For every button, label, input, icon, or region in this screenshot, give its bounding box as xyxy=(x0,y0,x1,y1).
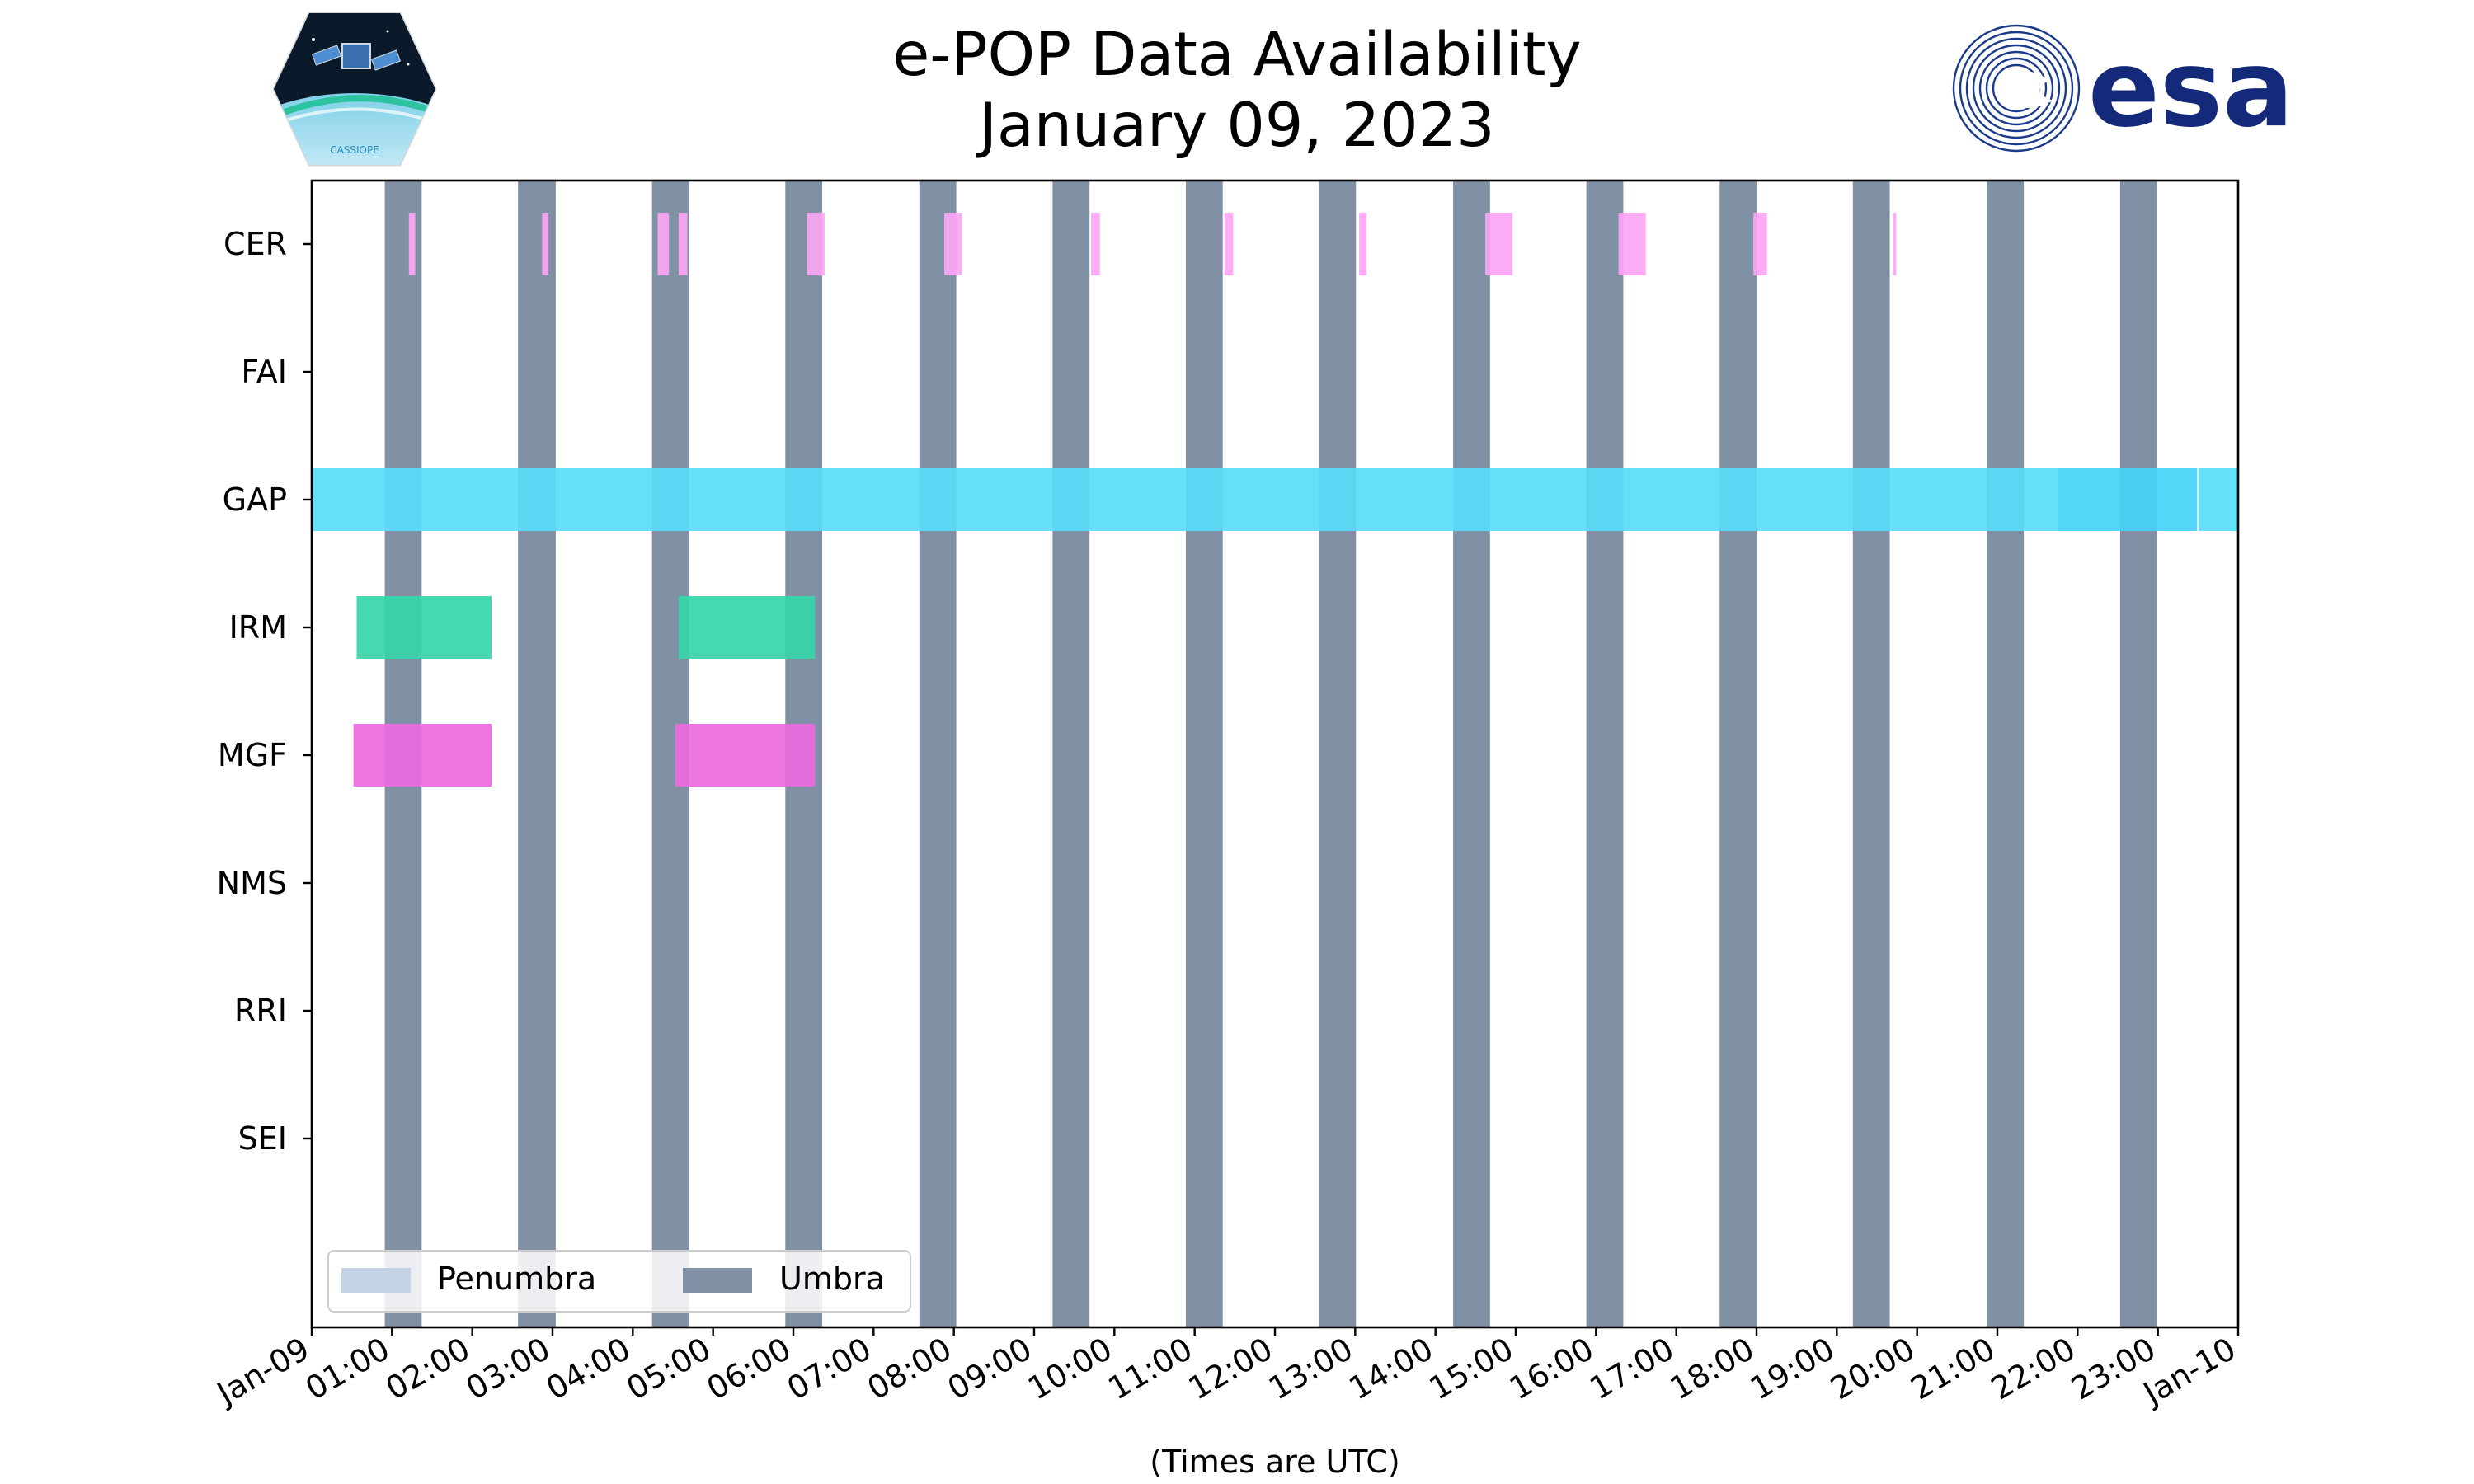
availability-bar-gap xyxy=(2058,468,2198,531)
availability-bar-irm xyxy=(678,596,816,659)
x-tick-label: 01:00 xyxy=(299,1331,396,1407)
umbra-bands xyxy=(384,181,2157,1327)
x-tick-label: 05:00 xyxy=(620,1331,717,1407)
availability-bar-cer xyxy=(1485,213,1513,275)
availability-bar-cer xyxy=(1359,213,1366,275)
x-tick-label: 19:00 xyxy=(1744,1331,1841,1407)
x-tick-label: 06:00 xyxy=(701,1331,797,1407)
umbra-band xyxy=(1852,181,1890,1327)
availability-bar-mgf xyxy=(675,724,816,787)
x-tick-label: 17:00 xyxy=(1583,1331,1680,1407)
availability-bar-cer xyxy=(1618,213,1646,275)
legend-box xyxy=(327,1250,911,1313)
availability-bar-cer xyxy=(408,213,416,275)
instrument-series xyxy=(312,213,2238,787)
y-axis: CER FAI GAP IRM MGF NMS RRI SEI xyxy=(217,226,312,1157)
x-tick-label: 08:00 xyxy=(861,1331,957,1407)
availability-bar-cer xyxy=(1893,213,1897,275)
x-tick-label: 22:00 xyxy=(1985,1331,2081,1407)
esa-logo: esa xyxy=(1952,24,2293,153)
x-axis-label: (Times are UTC) xyxy=(1150,1444,1399,1480)
x-axis: Jan-0901:0002:0003:0004:0005:0006:0007:0… xyxy=(209,1327,2242,1412)
umbra-band xyxy=(1719,181,1757,1327)
x-tick-label: 20:00 xyxy=(1824,1331,1921,1407)
chart-title-line-1: e-POP Data Availability xyxy=(892,20,1582,90)
availability-bar-cer xyxy=(1091,213,1100,275)
x-tick-label: 14:00 xyxy=(1343,1331,1439,1407)
x-tick-label: 15:00 xyxy=(1423,1331,1520,1407)
y-tick-label: SEI xyxy=(238,1120,287,1157)
legend-swatch-umbra xyxy=(683,1268,752,1293)
chart-header: e-POP Data Availability January 09, 2023 xyxy=(0,0,2474,173)
availability-bar-gap xyxy=(2199,468,2238,531)
availability-bar-cer xyxy=(657,213,670,275)
x-tick-label: Jan-09 xyxy=(209,1331,315,1412)
availability-bar-cer xyxy=(1753,213,1767,275)
x-tick-label: 07:00 xyxy=(781,1331,877,1407)
umbra-band xyxy=(1185,181,1223,1327)
availability-bar-cer xyxy=(1224,213,1234,275)
availability-bar-cer xyxy=(678,213,688,275)
availability-bar-cer xyxy=(542,213,549,275)
plot-frame xyxy=(310,179,2240,1329)
umbra-band xyxy=(518,181,556,1327)
umbra-band xyxy=(1586,181,1624,1327)
umbra-band xyxy=(2119,181,2157,1327)
y-tick-label: MGF xyxy=(218,737,287,773)
availability-bar-cer xyxy=(943,213,962,275)
y-tick-label: GAP xyxy=(223,481,287,518)
legend-label-penumbra: Penumbra xyxy=(437,1261,596,1297)
satellite-icon xyxy=(311,43,402,71)
x-tick-label: 21:00 xyxy=(1905,1331,2001,1407)
umbra-band xyxy=(1052,181,1090,1327)
umbra-band xyxy=(919,181,957,1327)
chart-title: e-POP Data Availability January 09, 2023 xyxy=(0,20,2474,162)
y-tick-label: CER xyxy=(223,226,287,262)
x-tick-label: 12:00 xyxy=(1183,1331,1279,1407)
x-tick-label: 03:00 xyxy=(460,1331,557,1407)
y-tick-label: RRI xyxy=(234,993,287,1029)
x-tick-label: 18:00 xyxy=(1664,1331,1761,1407)
x-tick-label: 13:00 xyxy=(1263,1331,1359,1407)
umbra-band xyxy=(1319,181,1357,1327)
availability-bar-gap xyxy=(312,468,2058,531)
y-tick-label: NMS xyxy=(217,865,287,901)
availability-bar-irm xyxy=(356,596,492,659)
x-tick-label: 10:00 xyxy=(1022,1331,1118,1407)
chart-title-line-2: January 09, 2023 xyxy=(979,91,1495,161)
availability-bar-mgf xyxy=(353,724,492,787)
cassiope-mission-logo: CASSIOPE xyxy=(272,12,437,167)
esa-logo-text: esa xyxy=(2088,28,2293,151)
x-tick-label: Jan-10 xyxy=(2136,1331,2241,1412)
availability-bar-cer xyxy=(807,213,825,275)
umbra-band xyxy=(1453,181,1490,1327)
cassiope-logo-text: CASSIOPE xyxy=(330,144,379,156)
legend-swatch-penumbra xyxy=(341,1268,411,1293)
x-tick-label: 04:00 xyxy=(540,1331,637,1407)
y-tick-label: IRM xyxy=(229,609,287,646)
legend-label-umbra: Umbra xyxy=(779,1261,885,1297)
x-tick-label: 02:00 xyxy=(379,1331,476,1407)
legend: Penumbra Umbra xyxy=(327,1250,911,1313)
x-tick-label: 16:00 xyxy=(1503,1331,1600,1407)
x-tick-label: 09:00 xyxy=(942,1331,1038,1407)
y-tick-label: FAI xyxy=(241,354,287,390)
x-tick-label: 11:00 xyxy=(1102,1331,1198,1407)
umbra-band xyxy=(1987,181,2025,1327)
